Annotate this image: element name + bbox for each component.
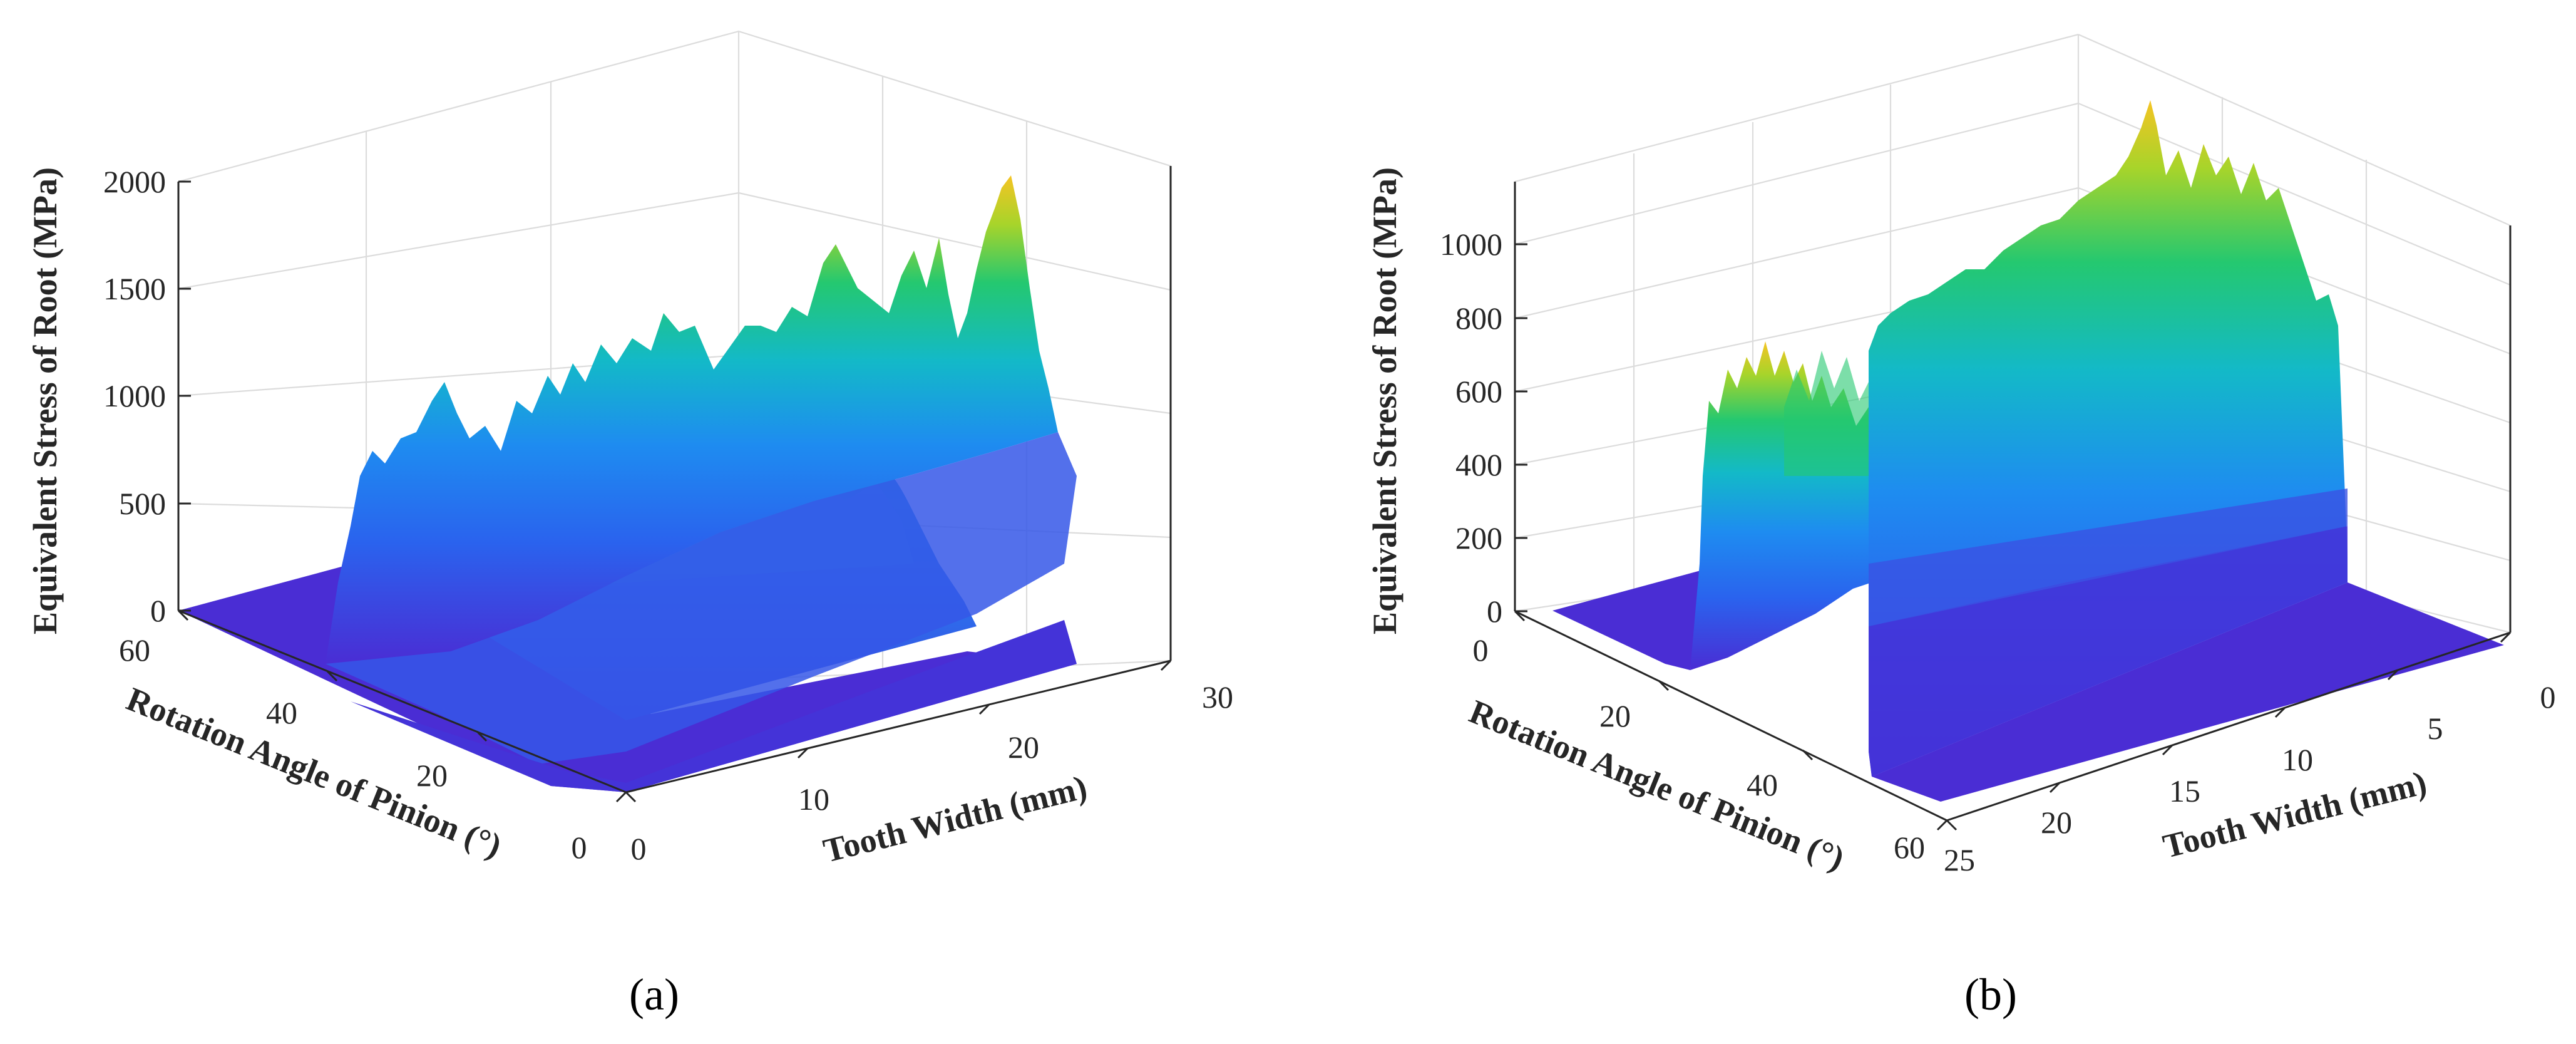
panel-a-xtick-labels: 0 10 20 30 [631, 680, 1234, 866]
panel-b-ztick: 800 [1455, 301, 1502, 336]
panel-b-ztick: 400 [1455, 447, 1502, 482]
panel-b-xtick: 15 [2169, 773, 2200, 809]
panel-b-axes [1514, 182, 2512, 831]
panel-a-ytick: 60 [119, 633, 150, 668]
panel-a-ytick: 40 [266, 695, 297, 730]
panel-a-ytick: 20 [416, 758, 448, 793]
panel-b-ylabel: Rotation Angle of Pinion (°) [1464, 693, 1850, 877]
panel-a-ztick: 0 [150, 593, 166, 628]
panel-b-xtick: 10 [2282, 742, 2313, 777]
panel-b-surface [1552, 100, 2504, 802]
panel-a-label: (a) [629, 969, 679, 1020]
panel-a-xtick: 0 [631, 831, 647, 866]
panel-a-xlabel: Tooth Width (mm) [819, 768, 1090, 870]
panel-a-ytick: 0 [572, 830, 587, 865]
panel-b-ztick-labels: 0 200 400 600 800 1000 [1440, 227, 1502, 629]
panel-b-ytick: 60 [1894, 830, 1925, 865]
panel-a-axes [177, 166, 1172, 803]
panel-b-xtick: 20 [2041, 805, 2072, 840]
panel-b-ztick: 0 [1487, 594, 1502, 629]
panel-b: 0 200 400 600 800 1000 0 20 40 60 25 20 … [1366, 33, 2556, 1020]
panel-a-zlabel: Equivalent Stress of Root (MPa) [26, 167, 64, 634]
panel-b-ytick-labels: 0 20 40 60 [1473, 633, 1926, 865]
panel-a-ztick: 2000 [103, 164, 166, 199]
panel-a-ytick-labels: 60 40 20 0 [119, 633, 587, 865]
panel-a-front-ridge [326, 175, 1058, 664]
panel-b-xtick-labels: 25 20 15 10 5 0 [1944, 680, 2556, 877]
panel-b-xtick: 0 [2540, 680, 2556, 715]
panel-b-label: (b) [1964, 969, 2017, 1020]
panel-b-ytick: 20 [1599, 698, 1631, 733]
panel-b-floor [1552, 570, 1703, 670]
panel-a: 0 500 1000 1500 2000 60 40 20 0 0 10 20 … [26, 30, 1234, 1020]
panel-a-xtick: 10 [798, 782, 829, 817]
panel-a-ztick: 1000 [103, 378, 166, 413]
panel-b-ytick: 0 [1473, 633, 1489, 668]
panel-b-xtick: 25 [1944, 842, 1975, 877]
panel-a-ztick-labels: 0 500 1000 1500 2000 [103, 164, 166, 628]
panel-a-xtick: 30 [1202, 680, 1233, 715]
panel-b-ytick: 40 [1747, 767, 1778, 802]
panel-a-surface [178, 175, 1077, 792]
panel-b-xtick: 5 [2428, 711, 2443, 746]
panel-b-ztick: 600 [1455, 374, 1502, 409]
panel-a-xtick: 20 [1008, 730, 1039, 765]
panel-b-ztick: 1000 [1440, 227, 1502, 262]
panel-a-ztick: 1500 [103, 271, 166, 306]
panel-b-zlabel: Equivalent Stress of Root (MPa) [1366, 167, 1403, 634]
panel-a-ztick: 500 [119, 486, 166, 521]
panel-b-ztick: 200 [1455, 520, 1502, 556]
